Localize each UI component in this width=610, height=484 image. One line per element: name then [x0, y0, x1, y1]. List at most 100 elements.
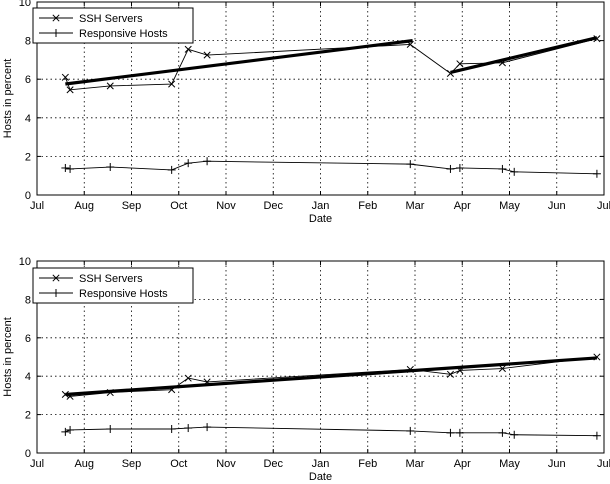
x-tick-label: Jul [30, 458, 44, 470]
marker-stroke [446, 370, 454, 378]
data-point [498, 428, 507, 437]
trend-line [65, 356, 598, 397]
series-ssh-servers [61, 353, 601, 400]
y-axis-label: Hosts in percent [2, 59, 14, 138]
data-point [455, 428, 464, 437]
data-point [184, 374, 192, 382]
x-axis-label: Date [309, 213, 332, 225]
data-point [106, 425, 115, 433]
data-point [167, 165, 176, 174]
marker-stroke [593, 353, 601, 361]
y-tick-label: 4 [25, 371, 31, 383]
data-point [446, 69, 454, 77]
marker-stroke [52, 274, 60, 282]
x-tick-label: May [499, 458, 520, 470]
data-point [406, 365, 414, 374]
data-point [446, 428, 455, 437]
legend-box [32, 267, 194, 304]
data-point [184, 45, 192, 53]
x-tick-label: Feb [358, 458, 377, 470]
legend-entry: SSH Servers [79, 273, 143, 285]
data-point [456, 60, 464, 68]
marker-stroke [184, 374, 192, 382]
marker-stroke [168, 386, 176, 394]
data-point [592, 169, 601, 178]
data-point [66, 392, 74, 400]
x-tick-label: Jan [312, 458, 330, 470]
marker-stroke [498, 59, 506, 67]
y-tick-label: 0 [25, 448, 31, 460]
data-point [61, 163, 70, 172]
marker-stroke [61, 390, 69, 398]
x-tick-label: Sep [122, 200, 142, 212]
y-tick-label: 6 [25, 333, 31, 345]
data-point [406, 40, 414, 49]
x-tick-label: Dec [263, 200, 283, 212]
grid-lines [37, 2, 604, 195]
legend-marker [52, 274, 60, 282]
marker-stroke [66, 86, 74, 94]
legend-box [32, 7, 194, 44]
data-point [498, 364, 506, 373]
x-tick-label: Feb [358, 200, 377, 212]
y-tick-label: 8 [25, 36, 31, 48]
y-tick-label: 0 [25, 190, 31, 202]
data-point [456, 366, 464, 374]
legend-entry: Responsive Hosts [79, 28, 168, 40]
y-tick-label: 10 [19, 0, 31, 9]
legend: SSH Servers Responsive Hosts [32, 267, 194, 304]
marker-stroke [456, 60, 464, 68]
data-point [455, 163, 464, 172]
data-point [510, 430, 519, 439]
data-point [61, 427, 70, 436]
x-tick-label: Jul [30, 200, 44, 212]
data-point [61, 390, 69, 398]
marker-stroke [106, 388, 114, 397]
marker-stroke [593, 35, 601, 43]
data-point [498, 164, 507, 173]
x-tick-label: Oct [170, 458, 187, 470]
x-tick-label: Nov [216, 200, 236, 212]
marker-stroke [52, 14, 60, 22]
data-point [406, 160, 415, 169]
marker-stroke [456, 366, 464, 374]
data-point [593, 35, 601, 43]
y-tick-label: 8 [25, 294, 31, 306]
x-tick-label: Apr [454, 458, 471, 470]
marker-stroke [406, 40, 414, 49]
data-point [66, 425, 75, 434]
x-tick-label: Jul [597, 200, 610, 212]
marker-stroke [184, 45, 192, 53]
data-point [203, 157, 212, 166]
series-line [64, 38, 598, 91]
data-point [184, 159, 193, 168]
trend-line [450, 36, 598, 75]
x-axis-label: Date [309, 471, 332, 483]
data-point [510, 167, 519, 176]
marker-stroke [498, 364, 506, 373]
data-point [106, 163, 115, 172]
marker-stroke [61, 73, 69, 81]
x-tick-label: May [499, 200, 520, 212]
legend-entry: Responsive Hosts [79, 288, 168, 300]
trend-line [65, 39, 413, 86]
x-tick-label: Apr [454, 200, 471, 212]
x-tick-label: Jun [548, 458, 566, 470]
y-tick-label: 6 [25, 74, 31, 86]
data-point [167, 425, 176, 433]
marker-stroke [406, 365, 414, 374]
x-tick-label: Mar [406, 200, 425, 212]
bottom-chart: Jul Aug Sep Oct Nov Dec Jan Feb Mar Apr May Jun Jul0… [2, 256, 610, 483]
legend-marker [52, 29, 60, 37]
x-tick-label: Sep [122, 458, 142, 470]
x-tick-label: Dec [263, 458, 283, 470]
series-responsive-hosts [61, 157, 601, 178]
marker-stroke [446, 69, 454, 77]
data-point [106, 388, 114, 397]
x-tick-label: Jun [548, 200, 566, 212]
x-tick-label: Aug [74, 458, 94, 470]
data-point [446, 164, 455, 173]
data-point [593, 353, 601, 361]
x-tick-label: Oct [170, 200, 187, 212]
